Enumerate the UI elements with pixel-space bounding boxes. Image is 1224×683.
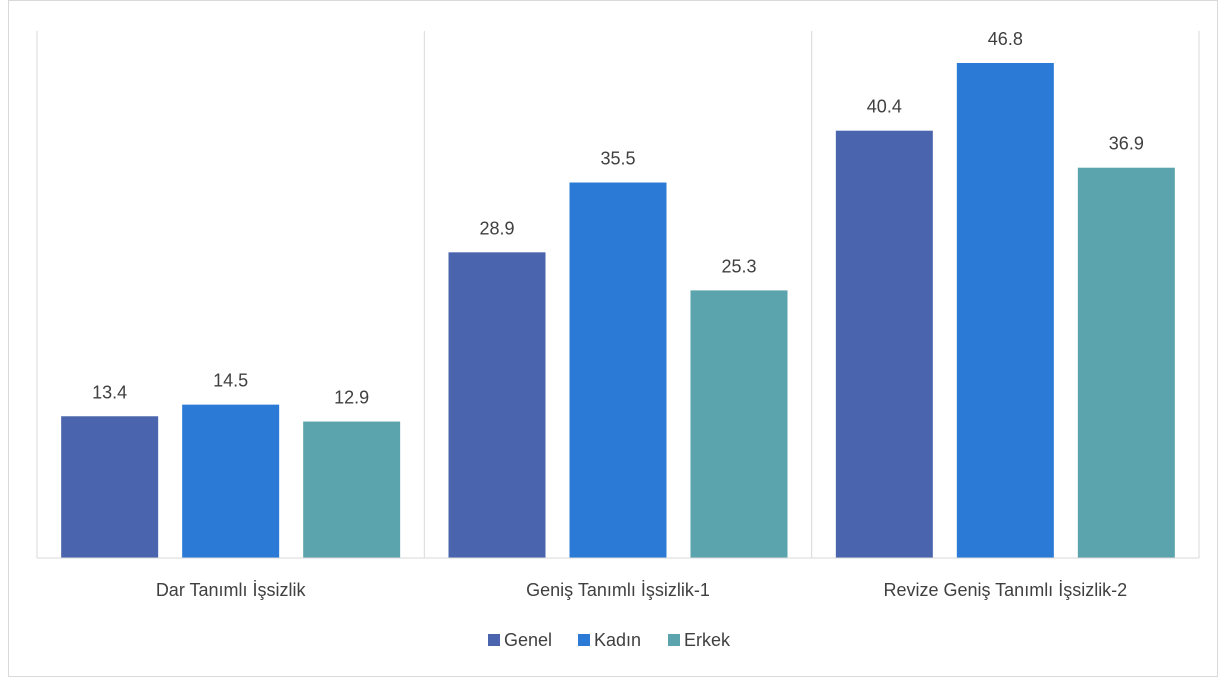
data-label: 36.9 (1109, 134, 1144, 154)
bar-genel-dar-tanimli-issizlik (61, 416, 159, 558)
legend-swatch-erkek (668, 634, 680, 646)
data-label: 28.9 (479, 218, 514, 238)
bar-kadin-genis-tanimli-issizlik-1 (569, 182, 667, 558)
value-labels: 13.4 14.5 12.9 28.9 35.5 25.3 40.4 46.8 36.9 (92, 29, 1144, 408)
data-label: 35.5 (600, 149, 635, 169)
bars (61, 63, 1175, 559)
chart-frame: 13.4 14.5 12.9 28.9 35.5 25.3 40.4 46.8 36.9 Dar… (8, 0, 1218, 677)
bar-erkek-genis-tanimli-issizlik-1 (690, 290, 788, 558)
data-label: 14.5 (213, 371, 248, 391)
bar-genel-genis-tanimli-issizlik-1 (448, 252, 546, 559)
data-label: 46.8 (988, 29, 1023, 49)
category-label: Geniş Tanımlı İşsizlik-1 (526, 580, 710, 600)
bar-erkek-revize-genis-tanimli-issizlik-2 (1077, 167, 1175, 558)
legend-swatch-genel (488, 634, 500, 646)
data-label: 25.3 (721, 256, 756, 276)
legend-swatch-kadin (578, 634, 590, 646)
data-label: 40.4 (867, 97, 902, 117)
bar-chart: 13.4 14.5 12.9 28.9 35.5 25.3 40.4 46.8 36.9 Dar… (36, 29, 1200, 650)
data-label: 12.9 (334, 388, 369, 408)
legend-label-erkek: Erkek (684, 630, 731, 650)
data-label: 13.4 (92, 382, 127, 402)
category-separators (36, 31, 1200, 558)
bar-genel-revize-genis-tanimli-issizlik-2 (835, 130, 933, 558)
category-labels: Dar Tanımlı İşsizlik Geniş Tanımlı İşsizl… (156, 580, 1127, 600)
legend: Genel Kadın Erkek (488, 630, 731, 650)
bar-kadin-dar-tanimli-issizlik (182, 404, 280, 558)
legend-label-genel: Genel (504, 630, 552, 650)
bar-erkek-dar-tanimli-issizlik (303, 421, 401, 558)
category-label: Revize Geniş Tanımlı İşsizlik-2 (883, 580, 1127, 600)
category-label: Dar Tanımlı İşsizlik (156, 580, 307, 600)
legend-label-kadin: Kadın (594, 630, 641, 650)
bar-kadin-revize-genis-tanimli-issizlik-2 (956, 63, 1054, 558)
